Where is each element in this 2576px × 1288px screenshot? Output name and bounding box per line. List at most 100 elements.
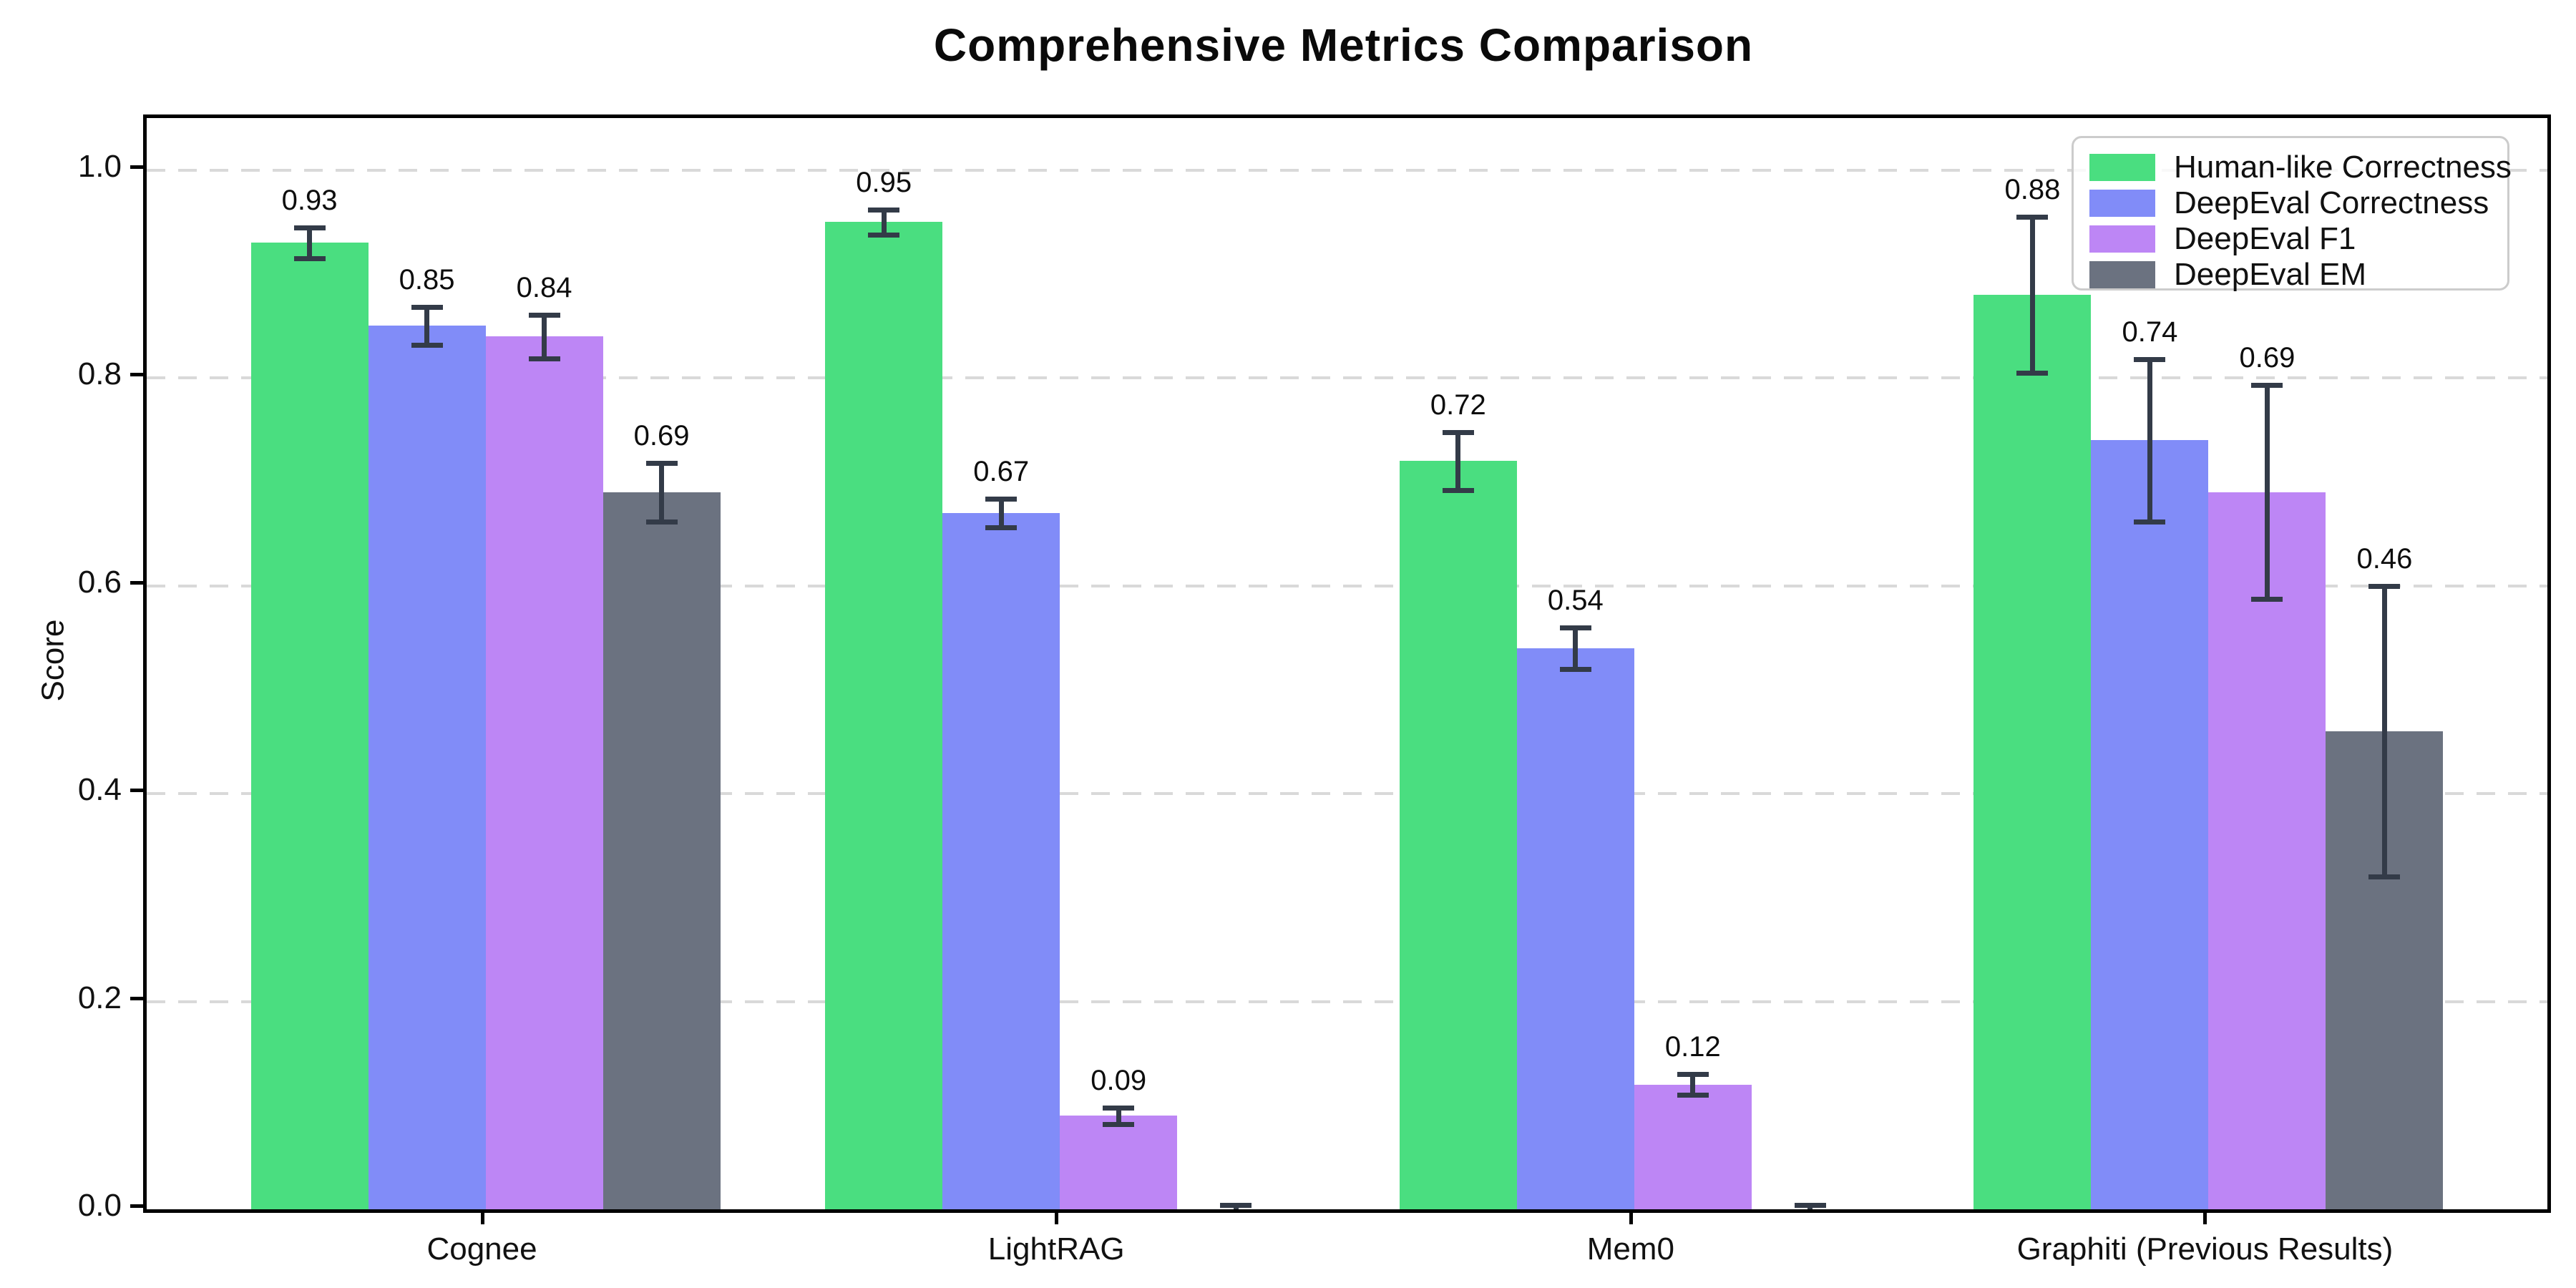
bar-LightRAG-DeepEval Correctness: [942, 512, 1060, 1209]
gridline-1: [147, 168, 2547, 172]
bar-value-label: 0.95: [856, 166, 912, 198]
legend-swatch: [2089, 261, 2155, 288]
error-bar-cap-bottom: [528, 356, 560, 361]
legend-item-label: DeepEval EM: [2174, 257, 2367, 292]
bar-LightRAG-DeepEval F1: [1060, 1116, 1178, 1209]
legend-item-label: DeepEval F1: [2174, 221, 2356, 256]
legend-item-label: Human-like Correctness: [2174, 150, 2512, 185]
bar-Mem0-Human-like Correctness: [1399, 461, 1517, 1209]
legend-item-label: DeepEval Correctness: [2174, 185, 2489, 220]
plot-area: 0.93 0.85 0.84 0.69 0.95 0.67 0.09 0.72 0.54 0.12…: [143, 114, 2551, 1213]
y-tick-label: 0.6: [77, 564, 122, 600]
x-tick-label: LightRAG: [987, 1231, 1125, 1267]
error-bar-cap-bottom: [1677, 1093, 1709, 1098]
bar-value-label: 0.69: [633, 420, 690, 452]
error-bar-cap-bottom: [2134, 519, 2166, 525]
bar-value-label: 0.88: [2004, 173, 2061, 205]
error-bar-cap-top: [2251, 383, 2283, 389]
error-bar: [998, 498, 1004, 528]
error-bar: [1573, 627, 1579, 669]
bar-Cognee-DeepEval F1: [485, 336, 603, 1209]
error-bar: [2381, 585, 2387, 877]
bar-value-label: 0.12: [1664, 1031, 1721, 1063]
error-bar-cap-top: [985, 496, 1018, 502]
bar-value-label: 0.93: [281, 184, 338, 216]
gridline-0.8: [147, 376, 2547, 380]
error-bar-cap-top: [1220, 1203, 1252, 1209]
y-tick-mark: [130, 996, 143, 1000]
bar-value-label: 0.46: [2356, 542, 2413, 575]
legend-item-DeepEval F1: DeepEval F1: [2089, 221, 2492, 257]
y-tick-label: 1.0: [77, 148, 122, 184]
error-bar: [2029, 216, 2035, 373]
error-bar-cap-top: [1559, 625, 1591, 630]
error-bar-cap-bottom: [1559, 666, 1591, 672]
y-tick-label: 0.0: [77, 1188, 122, 1223]
error-bar-cap-top: [528, 312, 560, 318]
y-axis-label: Score: [35, 619, 71, 702]
y-tick-mark: [130, 1204, 143, 1208]
error-bar: [881, 209, 887, 235]
bar-value-label: 0.09: [1091, 1064, 1147, 1096]
y-tick-label: 0.4: [77, 772, 122, 808]
error-bar-cap-top: [411, 305, 443, 311]
error-bar-cap-bottom: [645, 519, 678, 525]
bar-value-label: 0.74: [2122, 316, 2178, 348]
legend-item-Human-like Correctness: Human-like Correctness: [2089, 150, 2512, 185]
bar-Cognee-Human-like Correctness: [250, 243, 369, 1209]
error-bar: [1455, 431, 1461, 490]
error-bar: [659, 463, 665, 522]
bar-Cognee-DeepEval EM: [602, 492, 721, 1209]
x-tick-label: Mem0: [1586, 1231, 1674, 1267]
x-tick-mark: [1055, 1211, 1059, 1224]
error-bar: [307, 227, 313, 259]
gridline-0.6: [147, 584, 2547, 587]
error-bar: [2264, 385, 2270, 600]
gridline-0.4: [147, 792, 2547, 796]
bar-Mem0-DeepEval Correctness: [1516, 648, 1634, 1209]
error-bar-cap-bottom: [2251, 597, 2283, 602]
bar-Graphiti (Previous Results)-DeepEval Correctness: [2091, 440, 2209, 1209]
y-tick-mark: [130, 580, 143, 585]
error-bar-cap-bottom: [1103, 1121, 1135, 1127]
error-bar: [424, 307, 430, 345]
error-bar-cap-bottom: [293, 256, 326, 262]
legend-item-DeepEval EM: DeepEval EM: [2089, 257, 2492, 293]
x-tick-label: Cognee: [426, 1231, 537, 1267]
error-bar-cap-top: [645, 461, 678, 467]
bar-value-label: 0.85: [399, 264, 455, 296]
bar-value-label: 0.84: [516, 271, 572, 303]
y-tick-mark: [130, 789, 143, 793]
y-tick-label: 0.2: [77, 980, 122, 1015]
legend: Human-like Correctness DeepEval Correctne…: [2072, 136, 2512, 293]
bar-value-label: 0.69: [2239, 342, 2296, 374]
legend-item-DeepEval Correctness: DeepEval Correctness: [2089, 185, 2492, 221]
error-bar-cap-top: [2016, 214, 2049, 220]
error-bar-cap-top: [1794, 1203, 1826, 1209]
error-bar-cap-bottom: [1442, 487, 1474, 493]
x-tick-label: Graphiti (Previous Results): [2016, 1231, 2394, 1267]
x-tick-mark: [1629, 1211, 1633, 1224]
error-bar-cap-top: [2134, 356, 2166, 362]
error-bar-cap-top: [293, 225, 326, 230]
error-bar-cap-bottom: [868, 232, 900, 238]
error-bar-cap-bottom: [985, 525, 1018, 531]
bar-Mem0-DeepEval F1: [1634, 1084, 1752, 1209]
bar-Graphiti (Previous Results)-DeepEval F1: [2208, 492, 2326, 1209]
gridline-0.2: [147, 1000, 2547, 1003]
bar-value-label: 0.67: [973, 455, 1030, 487]
error-bar-cap-top: [1103, 1105, 1135, 1111]
error-bar-cap-top: [1442, 429, 1474, 435]
error-bar-cap-bottom: [411, 342, 443, 348]
error-bar-cap-top: [868, 207, 900, 213]
legend-swatch: [2089, 225, 2155, 253]
chart-title: Comprehensive Metrics Comparison: [933, 19, 1754, 71]
legend-swatch: [2089, 190, 2155, 217]
bar-Graphiti (Previous Results)-Human-like Correctness: [1974, 294, 2092, 1209]
x-tick-mark: [480, 1211, 484, 1224]
error-bar-cap-top: [1677, 1072, 1709, 1078]
bar-value-label: 0.72: [1430, 389, 1486, 421]
error-bar-cap-bottom: [2016, 370, 2049, 376]
y-tick-mark: [130, 165, 143, 169]
